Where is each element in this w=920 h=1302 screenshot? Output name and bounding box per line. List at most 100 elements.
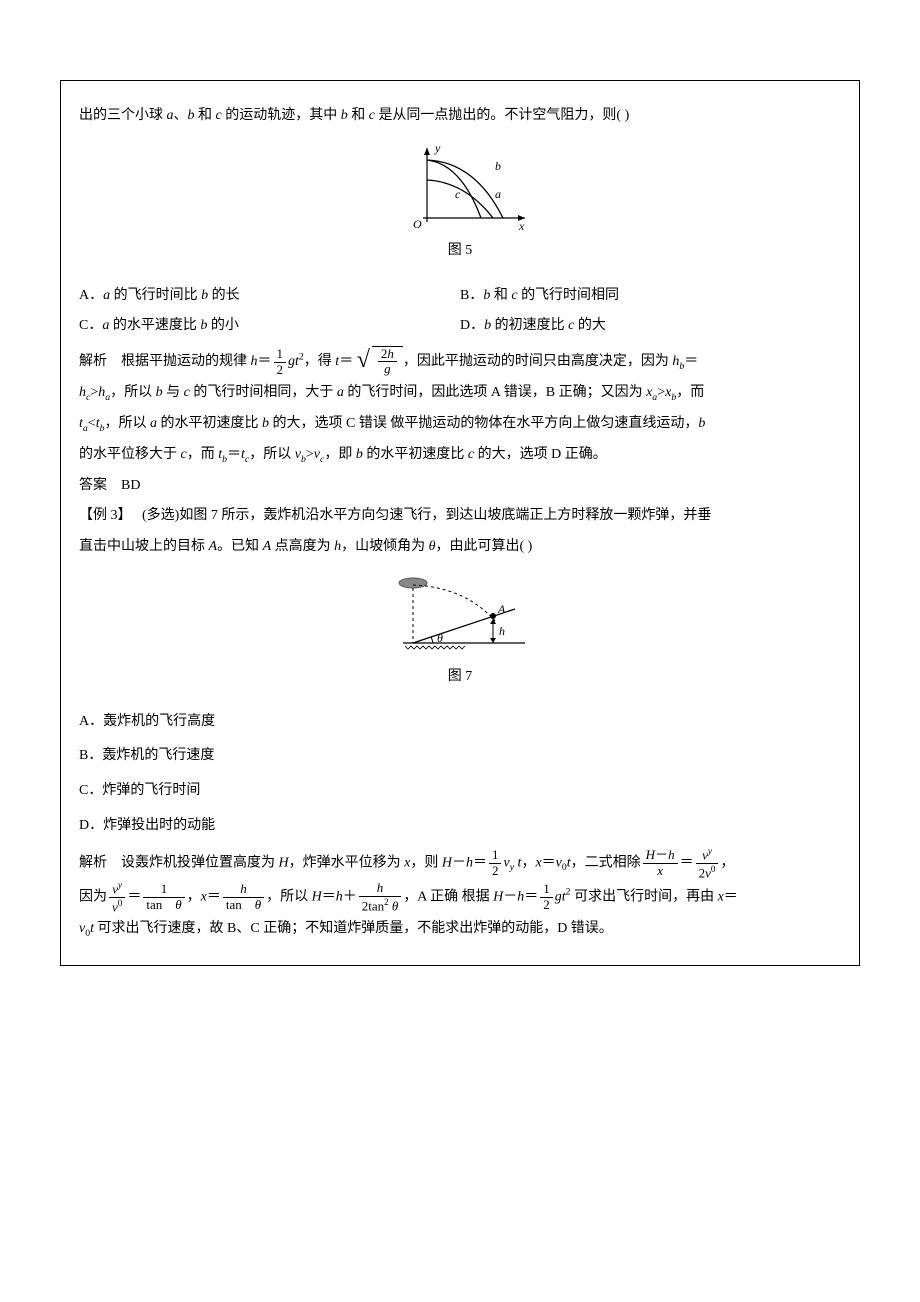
example-tag: 【例 3】 — [79, 508, 125, 523]
text: 的大，选项 D 正确。 — [474, 447, 607, 462]
eq: ＝ — [322, 889, 336, 904]
text: ，由此可算出( ) — [436, 539, 533, 554]
theta-label: θ — [437, 631, 443, 645]
text: 。已知 — [217, 539, 263, 554]
curve-b-label: b — [495, 159, 501, 173]
answer-value: BD — [107, 478, 140, 493]
eq: ＝ — [473, 855, 487, 870]
q1-answer: 答案 BD — [79, 471, 841, 502]
text: 点高度为 — [271, 539, 334, 554]
option-b: B．b 和 c 的飞行时间相同 — [460, 281, 841, 312]
text: ，山坡倾角为 — [341, 539, 429, 554]
var: θ — [175, 897, 181, 912]
var: H — [312, 889, 322, 904]
option-a: A．a 的飞行时间比 b 的长 — [79, 281, 460, 312]
text: 的水平初速度比 — [157, 416, 262, 431]
figure-5-caption: 图 5 — [79, 236, 841, 267]
denominator: tan θ — [223, 898, 264, 912]
numerator: H－h — [643, 848, 678, 863]
var: A — [263, 539, 272, 554]
var: a — [337, 385, 344, 400]
var: b — [156, 385, 163, 400]
text: 可求出飞行速度，故 B、C 正确；不知道炸弹质量，不能求出炸弹的动能，D 错误。 — [94, 921, 613, 936]
eq: ＝ — [724, 889, 738, 904]
denominator: x — [643, 864, 678, 878]
numerator: vy — [109, 880, 125, 898]
sup: 2 — [384, 897, 389, 907]
text: 、 — [174, 108, 188, 123]
fraction: h2tan2 θ — [359, 881, 402, 913]
lt: < — [88, 416, 96, 431]
var: b — [262, 416, 269, 431]
text: ，即 — [324, 447, 356, 462]
text: 因为 — [79, 889, 107, 904]
q2-solution-line2: 因为vyv0＝1tan θ，x＝htan θ，所以 H＝h＋h2tan2 θ，A… — [79, 880, 841, 914]
point-a-label: A — [497, 602, 506, 616]
text: 的飞行时间相同 — [518, 288, 620, 303]
text: ，所以 — [249, 447, 295, 462]
eq: ＝ — [542, 855, 556, 870]
var: θ — [255, 897, 261, 912]
fraction: vyv0 — [109, 880, 125, 914]
option-c: C．a 的水平速度比 b 的小 — [79, 311, 460, 342]
text: 根据平抛运动的规律 — [107, 354, 251, 369]
gt: > — [657, 385, 665, 400]
q2-solution-line3: v0t 可求出飞行速度，故 B、C 正确；不知道炸弹质量，不能求出炸弹的动能，D… — [79, 914, 841, 945]
eq: ＝ — [684, 354, 698, 369]
opt-prefix: C． — [79, 318, 102, 333]
fraction: H－hx — [643, 848, 678, 878]
text: 的大，选项 C 错误 做平抛运动的物体在水平方向上做匀速直线运动， — [269, 416, 698, 431]
figure-7: θ A h — [375, 571, 545, 656]
var: b — [356, 447, 363, 462]
text: ，所以 — [110, 385, 156, 400]
text: (多选)如图 7 所示，轰炸机沿水平方向匀速飞行，到达山坡底端正上方时释放一颗炸… — [125, 508, 712, 523]
numerator: 1 — [489, 848, 502, 863]
text: ， — [187, 889, 201, 904]
text: 的初速度比 — [491, 318, 568, 333]
var: h — [79, 385, 86, 400]
text: ， — [720, 855, 734, 870]
var: h — [668, 847, 675, 862]
eq: ＝ — [207, 889, 221, 904]
var: H — [493, 889, 503, 904]
text: tan — [146, 897, 175, 912]
eq: ＝ — [227, 447, 241, 462]
option-d: D．炸弹投出时的动能 — [79, 811, 841, 842]
text: 的长 — [208, 288, 240, 303]
text: 的飞行时间，因此选项 A 错误，B 正确；又因为 — [344, 385, 646, 400]
opt-prefix: A． — [79, 288, 103, 303]
eq: ＝ — [339, 354, 353, 369]
var: θ — [429, 539, 436, 554]
text: 和 — [195, 108, 216, 123]
text: ，则 — [410, 855, 442, 870]
text: ，而 — [676, 385, 704, 400]
text: ，得 — [304, 354, 336, 369]
option-d: D．b 的初速度比 c 的大 — [460, 311, 841, 342]
origin-label: O — [413, 217, 422, 230]
text: ，因此平抛运动的时间只由高度决定，因为 — [403, 354, 673, 369]
var: H — [279, 855, 289, 870]
denominator: g — [378, 362, 397, 376]
axis-x-label: x — [518, 219, 525, 230]
var-b: b — [341, 108, 348, 123]
text: ， — [521, 855, 535, 870]
text: 是从同一点抛出的。不计空气阻力，则( ) — [375, 108, 629, 123]
text: 的水平位移大于 — [79, 447, 181, 462]
denominator: 2tan2 θ — [359, 897, 402, 914]
text: 和 — [348, 108, 369, 123]
text: 的飞行时间比 — [110, 288, 201, 303]
q1-solution-line4: 的水平位移大于 c，而 tb＝tc，所以 vb>vc，即 b 的水平初速度比 c… — [79, 440, 841, 471]
minus: － — [503, 889, 517, 904]
q1-options: A．a 的飞行时间比 b 的长 B．b 和 c 的飞行时间相同 C．a 的水平速… — [79, 281, 841, 343]
figure-5: y x O b a c — [385, 140, 535, 230]
var: θ — [392, 898, 398, 913]
var: a — [150, 416, 157, 431]
sqrt: 2hg — [372, 346, 403, 378]
var: h — [251, 354, 258, 369]
solution-label: 解析 — [79, 855, 107, 870]
option-c: C．炸弹的飞行时间 — [79, 776, 841, 807]
text: ，二式相除 — [571, 855, 641, 870]
fraction: 12 — [489, 848, 502, 878]
q1-stem: 出的三个小球 a、b 和 c 的运动轨迹，其中 b 和 c 是从同一点抛出的。不… — [79, 101, 841, 132]
var: H — [442, 855, 452, 870]
